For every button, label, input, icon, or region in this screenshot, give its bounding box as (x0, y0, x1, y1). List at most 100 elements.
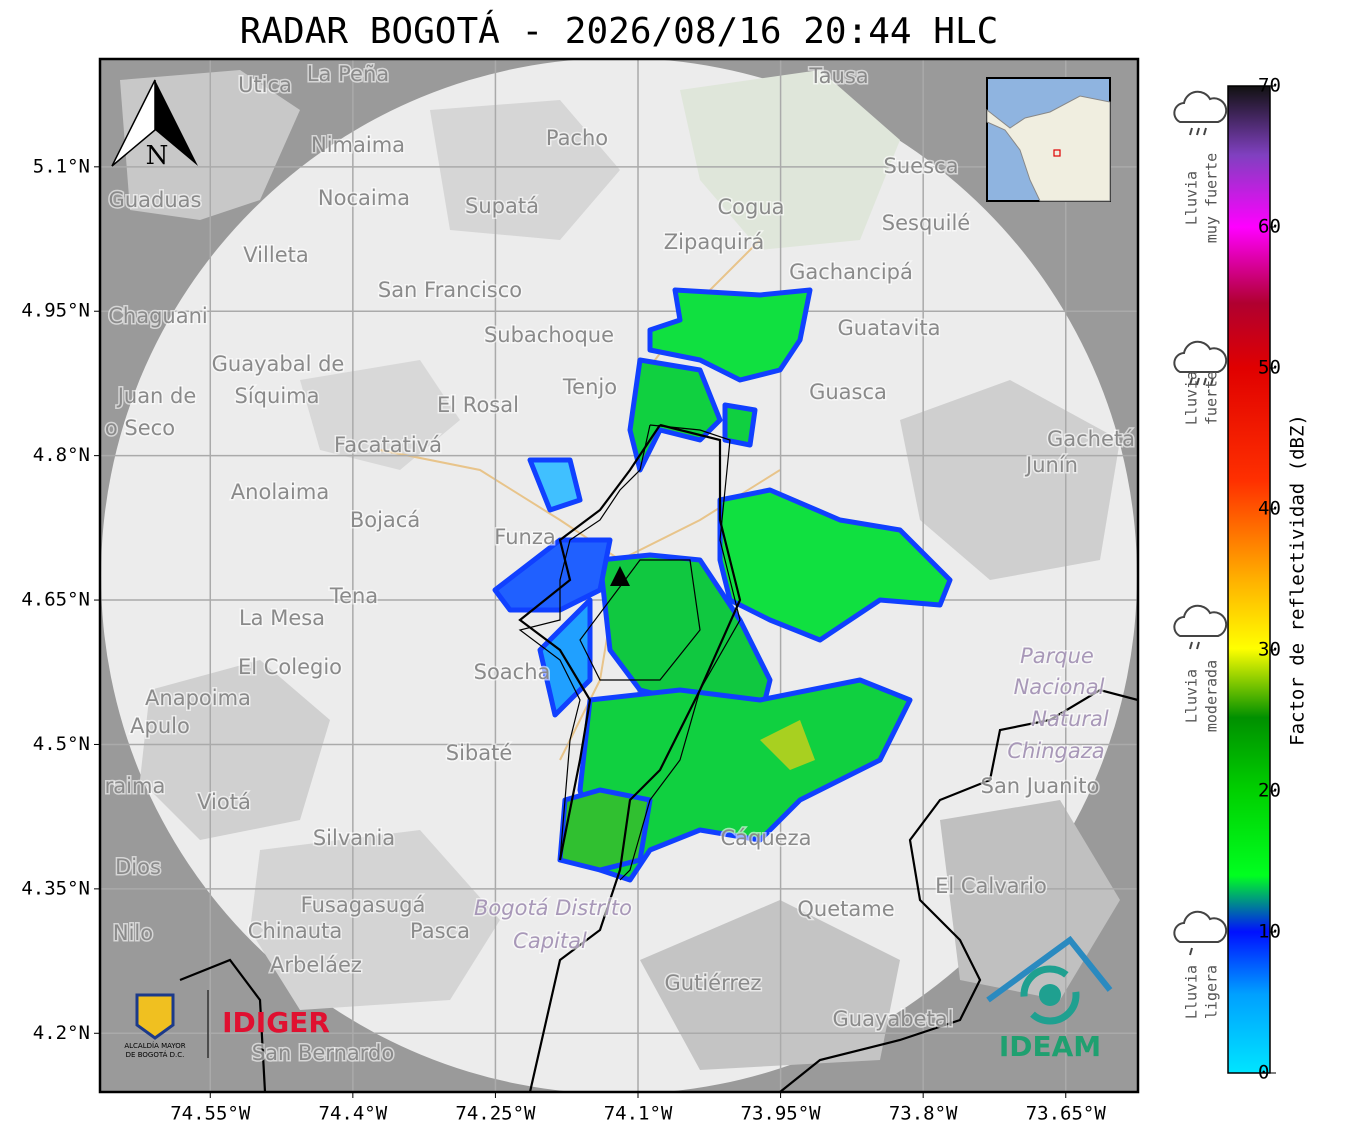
place-label: Pacho (546, 126, 608, 150)
colorbar (1227, 85, 1271, 1074)
ideam-logo: IDEAM (986, 935, 1113, 1063)
place-label: Sesquilé (882, 211, 970, 235)
place-label: Junín (1024, 453, 1078, 477)
alcaldia-logo: ALCALDÍA MAYOR DE BOGOTÁ D.C. IDIGER (124, 990, 330, 1059)
place-label: Cogua (717, 195, 784, 219)
rain-label: ligera (1203, 965, 1221, 1019)
place-label: Nimaima (311, 133, 405, 157)
x-tick-label: 73.65°W (1026, 1103, 1107, 1125)
alcaldia-line: ALCALDÍA MAYOR (124, 1041, 185, 1050)
place-label: Bojacá (350, 508, 420, 532)
colorbar-tick-label: 20 (1258, 780, 1281, 802)
rain-drop (1203, 127, 1207, 136)
rain-label: Lluvia (1183, 669, 1201, 723)
colorbar-tick-label: 50 (1258, 357, 1281, 379)
colorbar-tick-label: 60 (1258, 216, 1281, 238)
rain-label: muy fuerte (1203, 153, 1221, 243)
place-label: Bogotá Distrito (474, 896, 632, 920)
place-label: Chaguani (108, 304, 208, 328)
cloud-icon (1173, 910, 1228, 943)
rain-drop (1203, 377, 1207, 386)
cloud-icon (1173, 604, 1228, 637)
place-label: Facatativá (334, 433, 442, 457)
colorbar-tick-label: 30 (1258, 639, 1281, 661)
place-label: El Rosal (437, 393, 519, 417)
place-label: Guaduas (109, 188, 202, 212)
rain-drop (1196, 377, 1200, 386)
rain-label: moderada (1203, 660, 1221, 732)
colorbar-label: Factor de reflectividad (dBZ) (1287, 414, 1309, 746)
radar-echoes (492, 287, 953, 883)
colorbar-tick-label: 0 (1258, 1062, 1269, 1084)
rain-drop (1196, 641, 1200, 650)
x-tick-label: 73.95°W (741, 1103, 822, 1125)
rain-level: Lluvia muy fuerte (1173, 90, 1228, 243)
y-tick-label: 5.1°N (33, 155, 90, 177)
place-label: Fusagasugá (301, 893, 426, 917)
rain-label: fuerte (1203, 371, 1221, 425)
place-label: El Calvario (935, 874, 1047, 898)
place-label: Sibaté (446, 741, 513, 765)
y-tick-label: 4.8°N (33, 444, 90, 466)
colorbar-tick-label: 70 (1258, 75, 1281, 97)
place-label: Tenjo (562, 375, 617, 399)
rain-drop (1210, 377, 1214, 386)
y-tick-label: 4.5°N (33, 733, 90, 755)
rain-level: Lluvia ligera (1173, 910, 1228, 1019)
cloud-icon (1173, 90, 1228, 123)
boundaries (518, 424, 741, 881)
rain-level: Lluvia moderada (1173, 604, 1228, 732)
rain-label: Lluvia (1183, 371, 1201, 425)
place-label: Tena (329, 584, 378, 608)
place-label: Gachancipá (789, 260, 913, 284)
place-label: Quetame (797, 897, 894, 921)
idiger-logo: IDIGER (222, 1006, 330, 1039)
place-label: Arbeláez (270, 953, 362, 977)
alcaldia-line: DE BOGOTÁ D.C. (126, 1050, 185, 1059)
axis-ticks: 74.55°W 74.4°W 74.25°W 74.1°W 73.95°W 73.8°W 7… (21, 155, 1106, 1124)
map-frame (98, 57, 1140, 1094)
ideam-text: IDEAM (999, 1030, 1101, 1063)
place-label: Síquima (235, 384, 320, 408)
place-label: Anolaima (231, 480, 329, 504)
place-label: Gachetá (1047, 427, 1135, 451)
rain-drop (1196, 127, 1200, 136)
place-label: La Peña (307, 62, 389, 86)
north-label: N (146, 141, 169, 171)
place-label: Nocaima (318, 186, 410, 210)
cloud-icon (1173, 340, 1228, 373)
place-label: Tausa (808, 64, 868, 88)
rain-drop (1189, 127, 1193, 136)
place-label: Guatavita (838, 316, 941, 340)
place-label: Guayabetal (833, 1007, 954, 1031)
place-label: Natural (1031, 707, 1109, 731)
place-label: San Bernardo (252, 1041, 394, 1065)
place-label: Pasca (410, 919, 470, 943)
x-tick-label: 74.1°W (604, 1103, 673, 1125)
place-label: Viotá (197, 790, 251, 814)
map: La Peña Utica Tausa Pacho Nimaima Suesca Guadu… (100, 59, 1138, 1092)
place-label: Dios (115, 855, 161, 879)
y-tick-label: 4.2°N (33, 1022, 90, 1044)
rain-level: Lluvia fuerte (1173, 340, 1228, 425)
place-label: Zipaquirá (664, 230, 764, 254)
place-label: San Francisco (378, 278, 522, 302)
x-tick-label: 73.8°W (889, 1103, 958, 1125)
x-tick-label: 74.4°W (319, 1103, 388, 1125)
place-label: Juan de (116, 384, 197, 408)
place-label: Parque (1020, 644, 1094, 668)
place-label: raima (105, 774, 166, 798)
rain-label: Lluvia (1183, 965, 1201, 1019)
place-label: La Mesa (239, 606, 325, 630)
place-label: Funza (494, 525, 555, 549)
rain-drop (1189, 947, 1193, 956)
radar-site (610, 566, 630, 586)
colorbar-tick-label: 10 (1258, 921, 1281, 943)
department-boundary (179, 423, 1138, 1092)
place-label: Suesca (884, 154, 959, 178)
place-label: Supatá (465, 194, 539, 218)
north-arrow: N (111, 79, 198, 171)
y-tick-label: 4.35°N (21, 877, 90, 899)
place-label: Chinauta (248, 919, 342, 943)
place-label: Anapoima (145, 686, 251, 710)
